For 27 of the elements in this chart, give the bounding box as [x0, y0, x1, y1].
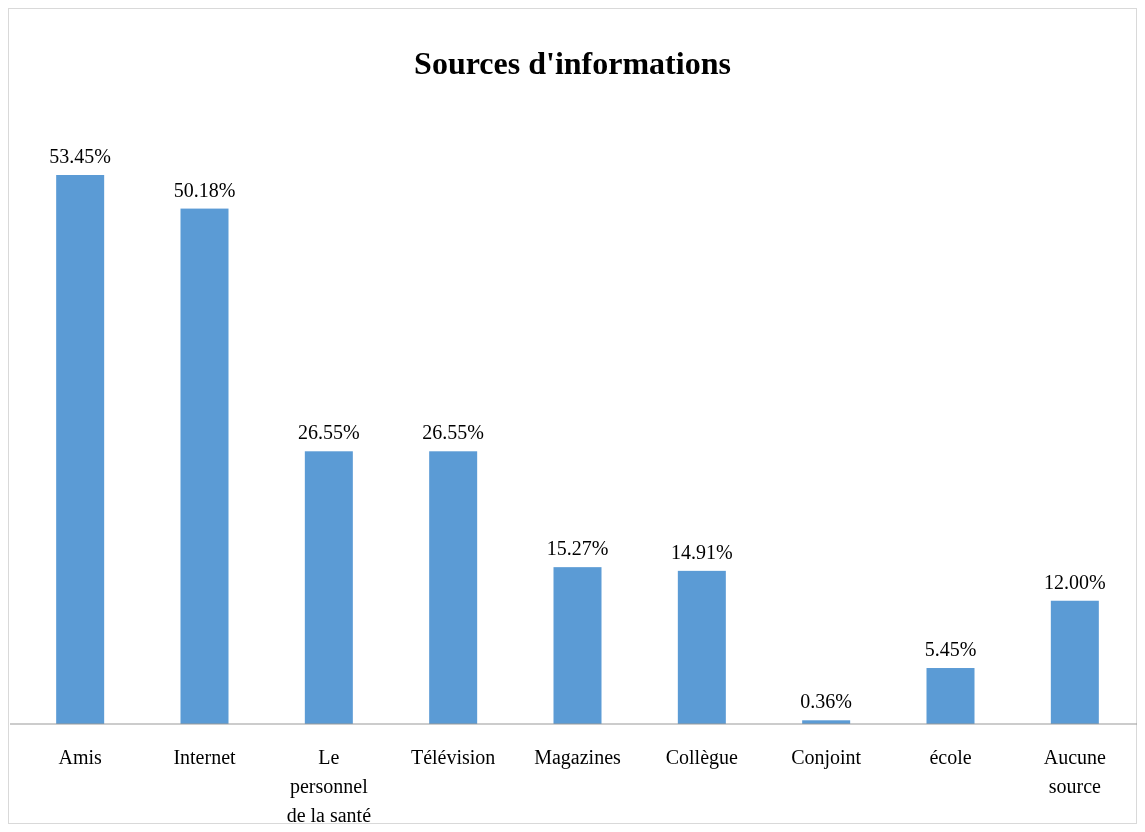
bar: [180, 208, 229, 724]
bar: [304, 451, 353, 724]
x-tick-label: Aucune source: [1043, 746, 1107, 797]
bar: [56, 175, 105, 724]
data-label: 14.91%: [671, 540, 733, 563]
bar: [677, 570, 726, 724]
chart-title: Sources d'informations: [414, 45, 731, 81]
x-tick-label: Télévision: [410, 746, 496, 768]
data-label: 26.55%: [298, 421, 360, 444]
x-tick-label: Magazines: [534, 746, 622, 769]
x-tick-label: école: [929, 746, 972, 768]
x-tick-label: Internet: [173, 746, 237, 768]
x-tick-label: Le personnel de la santé: [286, 746, 372, 826]
data-label: 15.27%: [546, 537, 609, 560]
data-label: 0.36%: [800, 690, 852, 713]
data-label: 50.18%: [173, 178, 236, 201]
x-tick-label: Amis: [58, 746, 103, 768]
bar: [553, 567, 602, 724]
x-tick-label: Conjoint: [791, 746, 862, 769]
x-tick-label: Collègue: [665, 746, 739, 769]
bar: [1050, 600, 1099, 724]
bar: [926, 668, 975, 724]
data-label: 12.00%: [1044, 570, 1106, 593]
data-label: 5.45%: [924, 638, 977, 661]
bar: [429, 451, 478, 724]
data-label: 53.45%: [49, 145, 111, 167]
data-label: 26.55%: [422, 421, 484, 444]
